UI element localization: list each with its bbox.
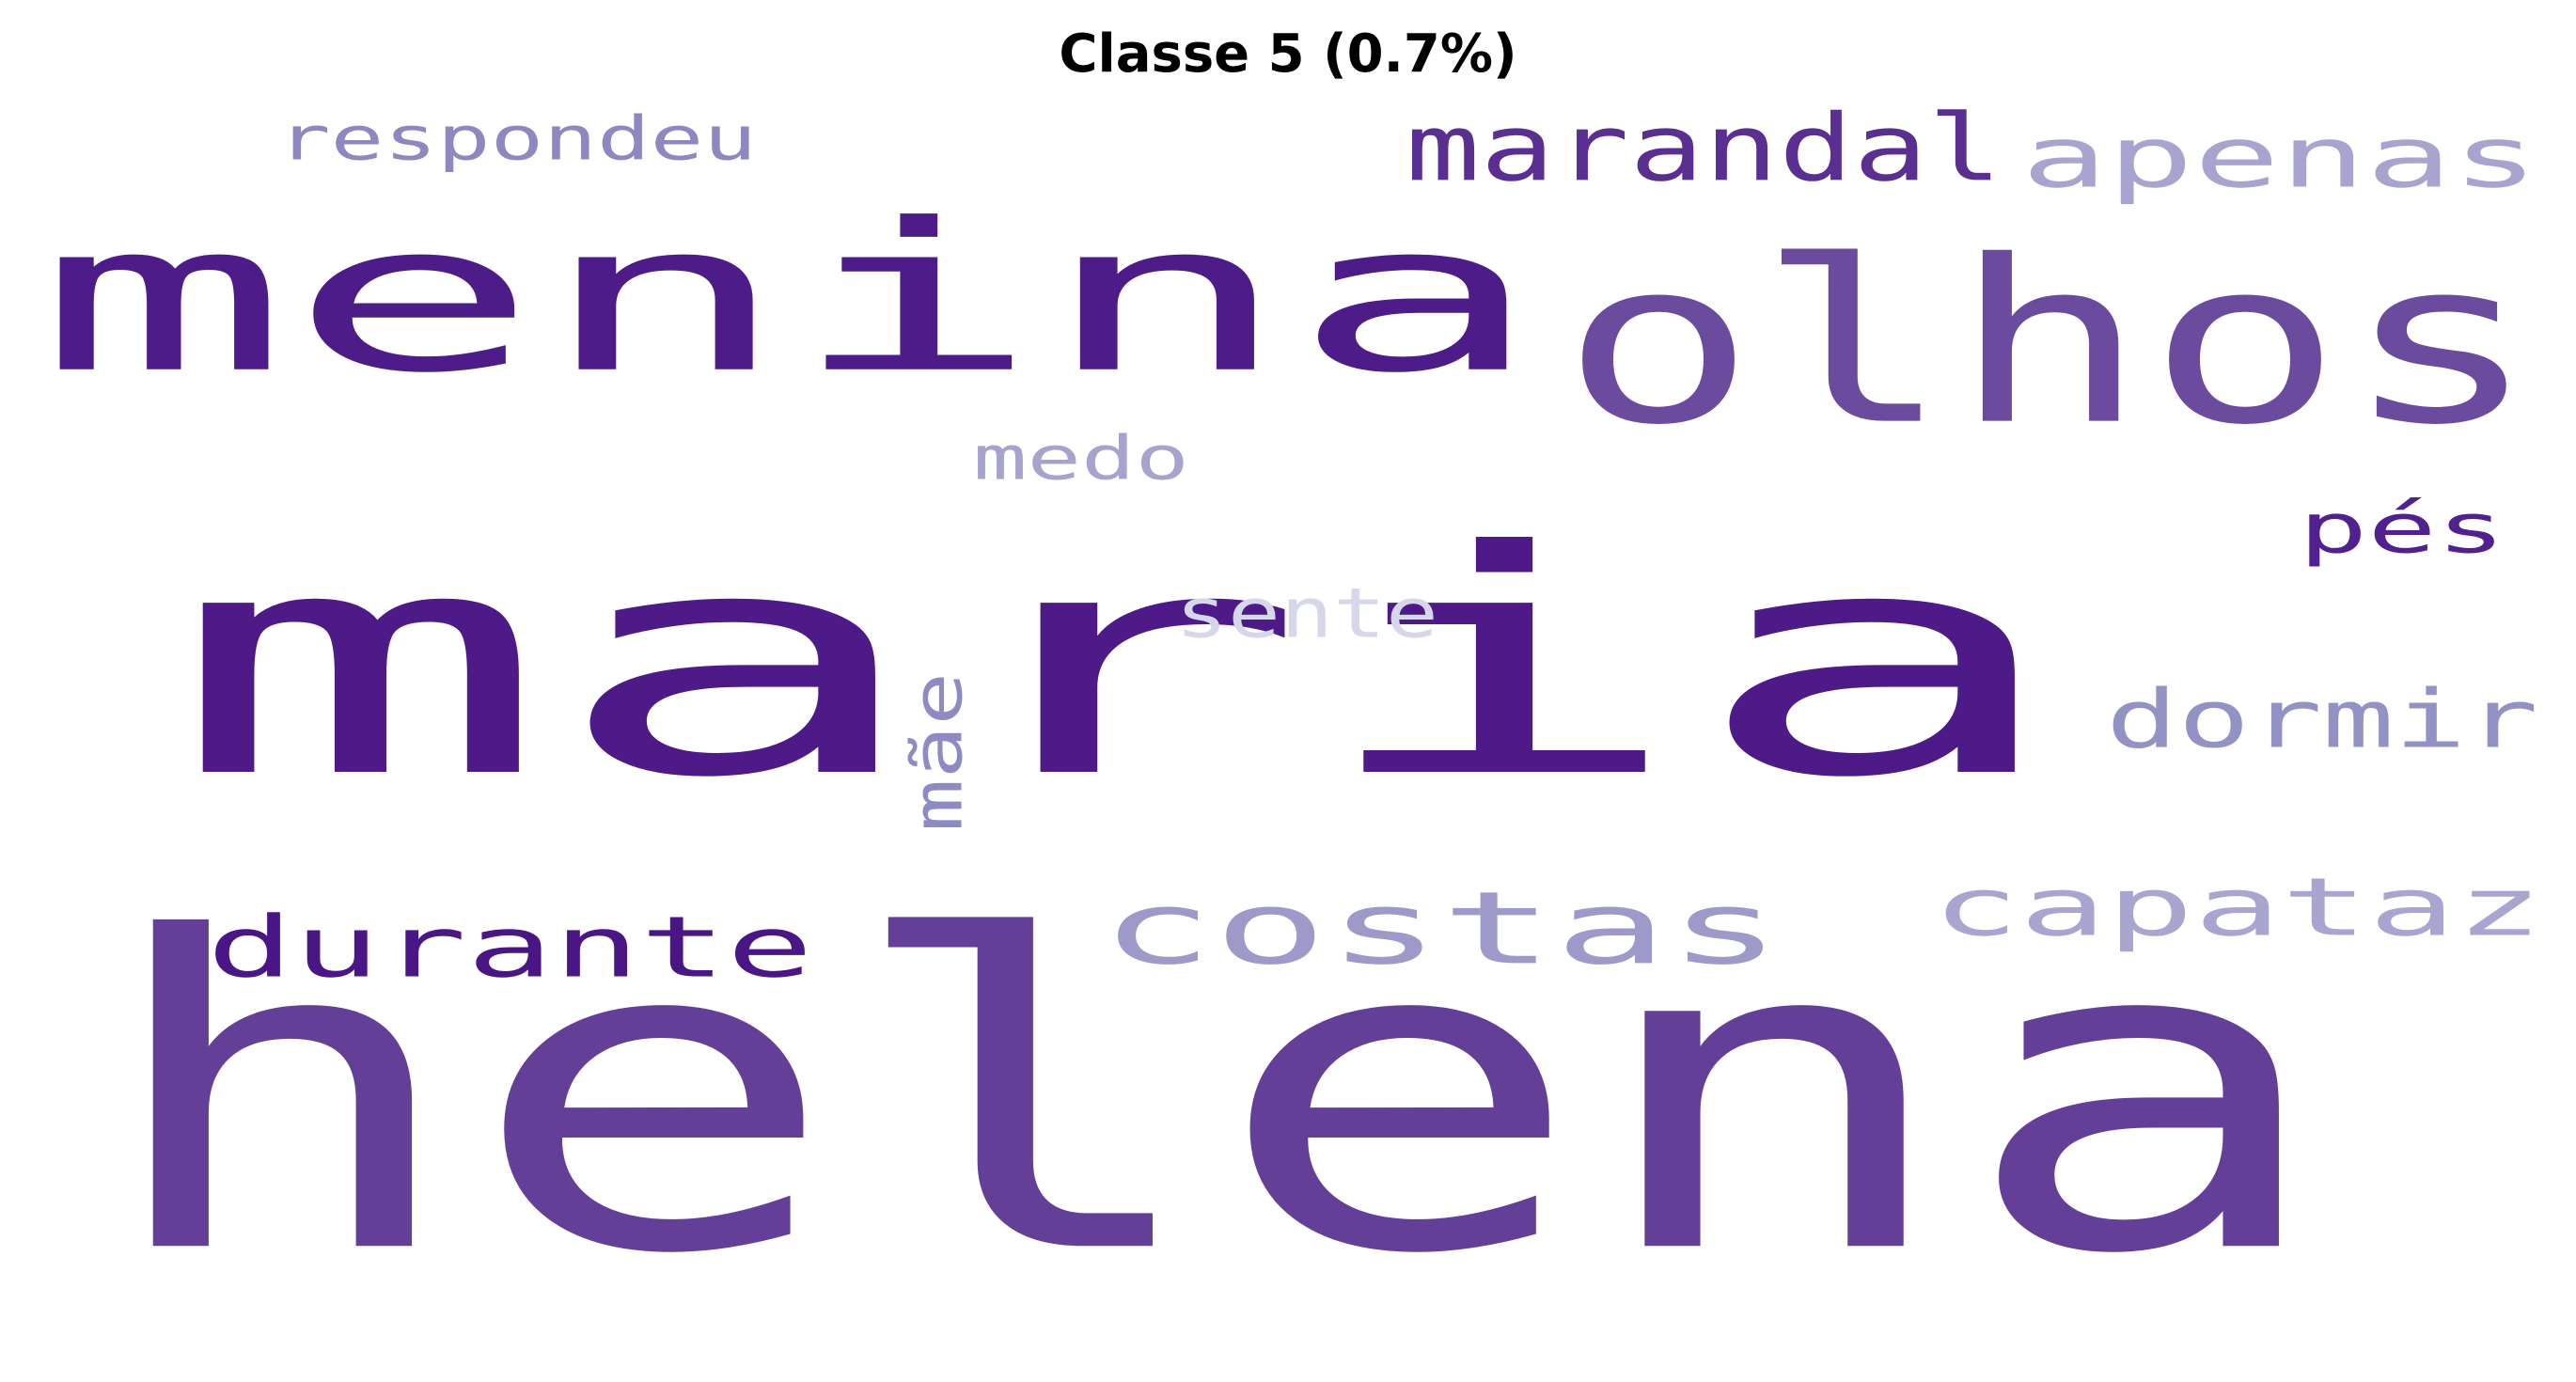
cloud-word-costas: costas <box>1100 870 1782 986</box>
cloud-word-mãe: mãe <box>898 672 978 832</box>
cloud-word-respondeu: respondeu <box>277 103 757 174</box>
cloud-word-dormir: dormir <box>2106 672 2538 766</box>
figure-title: Classe 5 (0.7%) <box>1059 24 1517 85</box>
cloud-word-medo: medo <box>973 424 1189 494</box>
cloud-word-menina: menina <box>38 180 1542 418</box>
cloud-word-sente: sente <box>1175 574 1438 653</box>
cloud-word-olhos: olhos <box>1561 212 2538 475</box>
cloud-word-capataz: capataz <box>1932 861 2543 954</box>
cloud-word-apenas: apenas <box>2021 109 2538 207</box>
cloud-word-durante: durante <box>207 898 813 996</box>
cloud-word-helena: helena <box>94 847 2332 1347</box>
cloud-word-marandal: marandal <box>1406 95 2003 202</box>
cloud-word-maria: maria <box>169 484 2068 845</box>
cloud-word-pés: pés <box>2299 489 2505 569</box>
